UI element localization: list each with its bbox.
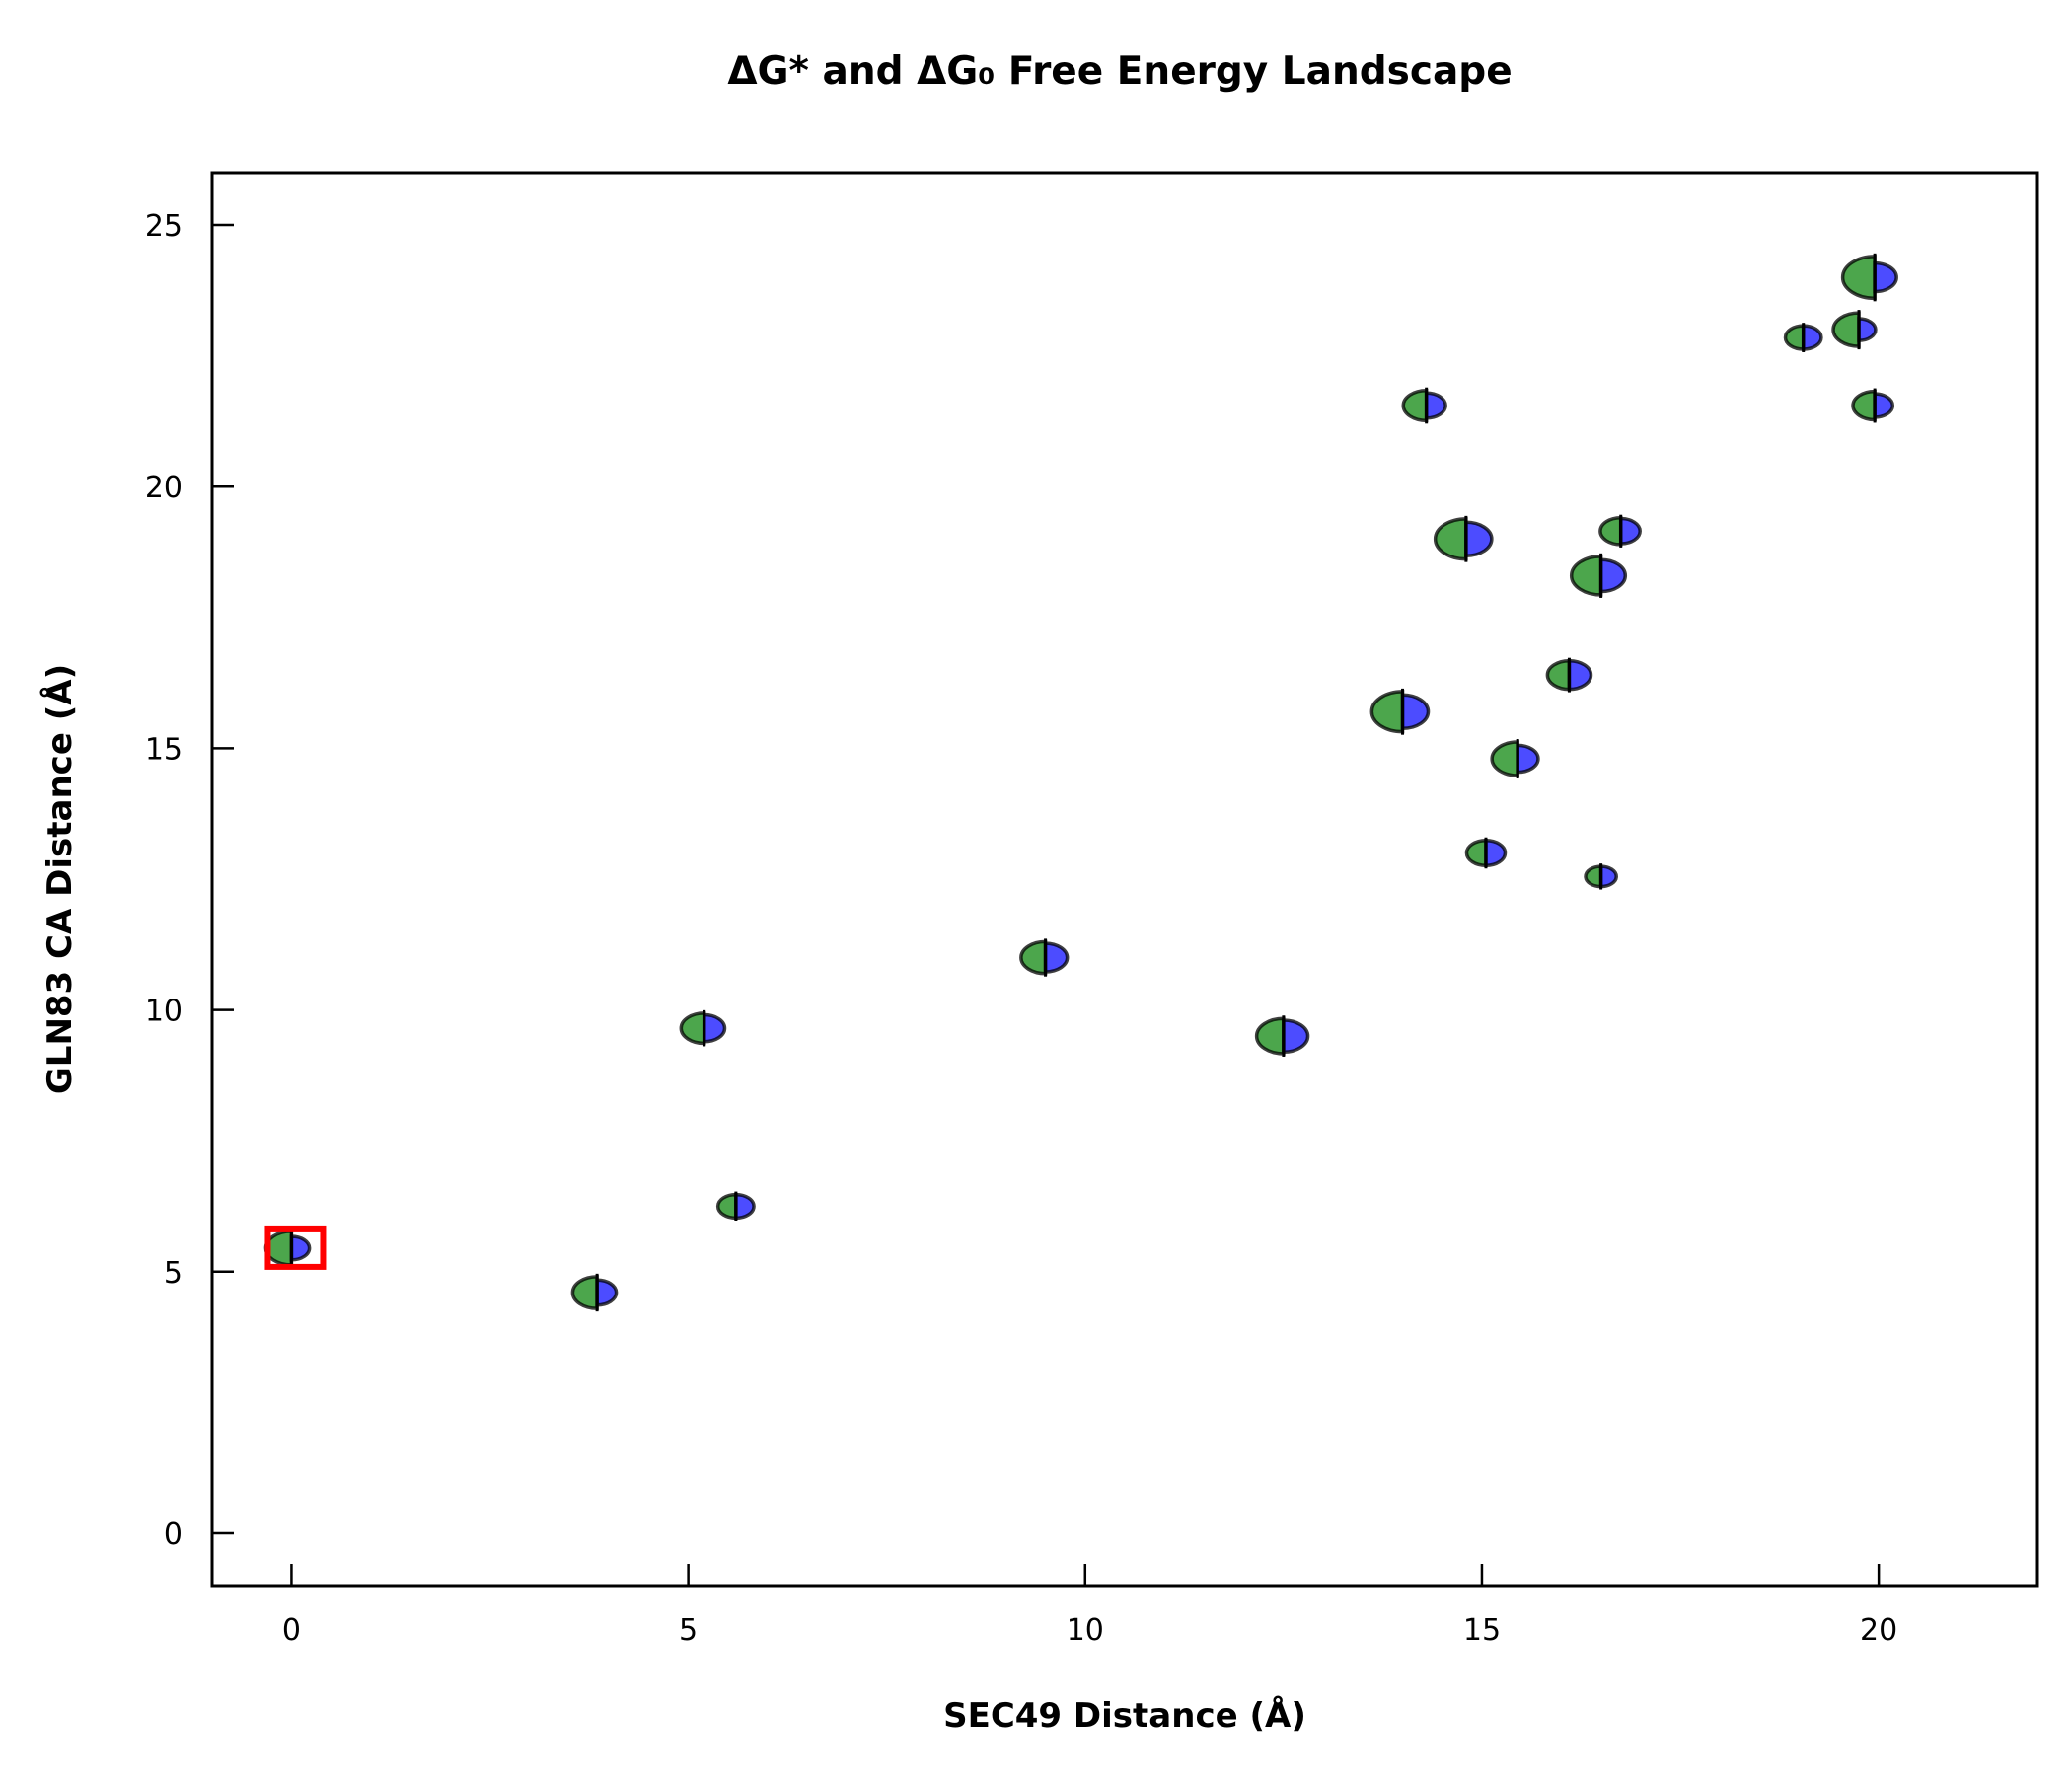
point-right-half (1873, 260, 1898, 294)
point-right-half (1618, 516, 1642, 546)
point-left-half (1254, 1016, 1286, 1056)
point-right-half (1282, 1018, 1310, 1055)
point-right-half (289, 1234, 312, 1262)
plot-frame (210, 171, 2039, 1588)
data-point (1401, 387, 1447, 424)
y-tick-label: 25 (145, 209, 183, 244)
point-left-half (1783, 324, 1806, 351)
point-left-half (1490, 740, 1519, 777)
data-point (715, 1191, 756, 1221)
chart-title: ΔG* and ΔG₀ Free Energy Landscape (727, 49, 1512, 94)
x-axis-label: SEC49 Distance (Å) (943, 1695, 1306, 1736)
point-right-half (734, 1192, 756, 1221)
data-point (1831, 310, 1878, 350)
y-axis: 0 5 10 15 20 25 (145, 209, 234, 1552)
point-right-half (1424, 391, 1447, 420)
data-point (1254, 1015, 1310, 1057)
data-point (1851, 388, 1894, 423)
data-point (1584, 863, 1618, 890)
point-left-half (1851, 389, 1877, 422)
point-right-half (1801, 324, 1823, 351)
data-point (1570, 553, 1627, 598)
point-right-half (1598, 557, 1627, 594)
point-right-half (1873, 392, 1894, 419)
data-point (1840, 253, 1898, 302)
data-point (1464, 837, 1508, 869)
point-left-half (1545, 658, 1572, 692)
point-left-half (1464, 838, 1488, 867)
point-right-half (1598, 864, 1618, 889)
point-left-half (1019, 939, 1048, 976)
data-point (679, 1009, 727, 1047)
point-right-half (1857, 317, 1878, 342)
x-tick-label: 20 (1860, 1613, 1897, 1648)
point-right-half (1400, 693, 1431, 731)
data-point (1490, 739, 1540, 779)
point-left-half (1584, 864, 1603, 889)
x-tick-label: 15 (1463, 1613, 1501, 1648)
point-left-half (1831, 311, 1861, 348)
point-right-half (1484, 838, 1508, 867)
point-left-half (1570, 555, 1603, 597)
plot-area (263, 253, 1898, 1312)
point-left-half (1401, 388, 1429, 423)
data-point (1545, 657, 1593, 693)
point-right-half (1043, 941, 1070, 974)
highlight-marker (264, 1225, 327, 1270)
point-right-half (1567, 658, 1593, 692)
data-point (1433, 515, 1494, 562)
point-left-half (1433, 517, 1468, 561)
data-point (1019, 938, 1070, 977)
y-tick-label: 20 (145, 471, 183, 505)
x-axis: 0 5 10 15 20 (282, 1564, 1897, 1648)
x-tick-label: 5 (679, 1613, 698, 1648)
point-left-half (1369, 690, 1405, 734)
point-left-half (570, 1275, 599, 1310)
point-right-half (595, 1278, 619, 1307)
point-right-half (1464, 520, 1494, 558)
data-point (1369, 688, 1431, 735)
y-tick-label: 0 (164, 1517, 183, 1552)
point-right-half (1516, 743, 1540, 775)
x-tick-label: 0 (282, 1613, 301, 1648)
point-left-half (1840, 255, 1877, 301)
point-left-half (715, 1192, 738, 1221)
data-point (263, 1227, 312, 1268)
y-axis-label: GLN83 CA Distance (Å) (39, 664, 80, 1094)
x-tick-label: 10 (1067, 1613, 1104, 1648)
data-point (1598, 514, 1642, 548)
point-left-half (679, 1011, 706, 1046)
data-point (1783, 323, 1823, 352)
point-right-half (702, 1012, 727, 1044)
y-tick-label: 15 (145, 732, 183, 767)
y-tick-label: 5 (164, 1256, 183, 1291)
point-left-half (1598, 515, 1623, 547)
data-point (570, 1273, 619, 1312)
y-tick-label: 10 (145, 995, 183, 1029)
